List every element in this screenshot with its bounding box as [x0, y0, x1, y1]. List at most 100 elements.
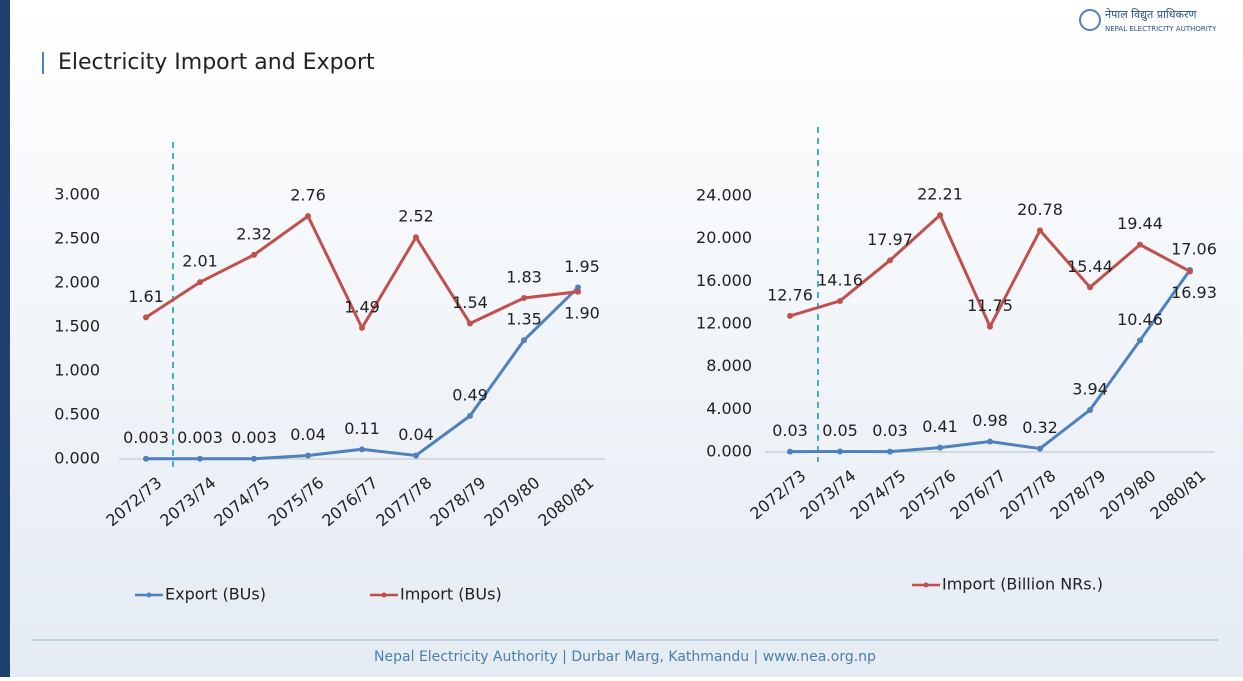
data-label: 11.75 — [967, 296, 1013, 315]
data-label: 17.97 — [867, 230, 913, 249]
data-label: 0.04 — [290, 425, 326, 444]
y-tick-label: 2.000 — [54, 273, 100, 292]
data-label: 2.52 — [398, 207, 434, 226]
data-label: 0.003 — [177, 428, 223, 447]
data-label: 1.61 — [128, 287, 164, 306]
data-point — [1087, 406, 1093, 413]
data-point — [837, 297, 843, 304]
data-point — [413, 452, 419, 459]
data-point — [575, 288, 581, 295]
data-point — [467, 320, 473, 327]
y-tick-label: 24.000 — [696, 186, 752, 205]
y-tick-label: 16.000 — [696, 271, 752, 290]
legend-marker — [923, 582, 929, 588]
data-label: 2.76 — [290, 186, 326, 205]
data-label: 15.44 — [1067, 257, 1113, 276]
data-point — [887, 448, 893, 455]
data-label: 0.04 — [398, 425, 434, 444]
data-point — [1137, 241, 1143, 248]
y-tick-label: 0.000 — [706, 442, 752, 461]
data-label: 1.83 — [506, 267, 542, 286]
data-label: 1.54 — [452, 293, 488, 312]
data-point — [937, 212, 943, 219]
y-tick-label: 0.000 — [54, 449, 100, 468]
data-label: 0.11 — [344, 419, 380, 438]
y-tick-label: 1.000 — [54, 361, 100, 380]
data-label: 3.94 — [1072, 379, 1108, 398]
data-point — [1037, 227, 1043, 234]
data-label: 0.003 — [231, 428, 277, 447]
legend-marker — [381, 592, 387, 598]
data-point — [987, 323, 993, 330]
data-label: 0.03 — [872, 421, 908, 440]
y-tick-label: 1.500 — [54, 317, 100, 336]
data-point — [1137, 337, 1143, 344]
data-point — [1037, 445, 1043, 452]
data-point — [987, 438, 993, 445]
data-point — [143, 455, 149, 462]
logo-icon — [1079, 9, 1101, 31]
data-point — [837, 448, 843, 455]
data-point — [521, 337, 527, 344]
data-point — [1187, 268, 1193, 275]
data-label: 0.03 — [772, 421, 808, 440]
y-tick-label: 12.000 — [696, 314, 752, 333]
data-point — [575, 284, 581, 291]
data-label: 1.35 — [506, 310, 542, 329]
data-label: 2.01 — [182, 252, 218, 271]
data-point — [305, 452, 311, 459]
data-label: 14.16 — [817, 270, 863, 289]
data-point — [413, 234, 419, 241]
y-tick-label: 8.000 — [706, 356, 752, 375]
data-point — [521, 294, 527, 301]
data-label: 19.44 — [1117, 214, 1163, 233]
data-point — [251, 455, 257, 462]
legend-marker — [146, 592, 152, 598]
data-point — [251, 251, 257, 258]
data-point — [467, 412, 473, 419]
data-point — [787, 312, 793, 319]
y-tick-label: 3.000 — [54, 185, 100, 204]
legend-label: Import (Billion NRs.) — [942, 575, 1103, 594]
data-label: 20.78 — [1017, 200, 1063, 219]
y-tick-label: 2.500 — [54, 229, 100, 248]
data-point — [197, 455, 203, 462]
data-point — [937, 444, 943, 451]
data-label: 10.46 — [1117, 310, 1163, 329]
logo-english: NEPAL ELECTRICITY AUTHORITY — [1105, 25, 1217, 33]
legend-label: Import (BUs) — [400, 585, 502, 604]
data-label: 1.49 — [344, 297, 380, 316]
footer-text: Nepal Electricity Authority | Durbar Mar… — [374, 649, 876, 665]
data-point — [305, 213, 311, 220]
data-label: 0.32 — [1022, 418, 1058, 437]
data-label: 1.90 — [564, 303, 600, 322]
data-label: 0.003 — [123, 428, 169, 447]
y-tick-label: 20.000 — [696, 228, 752, 247]
data-label: 0.49 — [452, 385, 488, 404]
data-label: 0.98 — [972, 411, 1008, 430]
data-label: 1.95 — [564, 257, 600, 276]
data-label: 12.76 — [767, 285, 813, 304]
data-label: 17.06 — [1171, 240, 1217, 259]
data-label: 16.93 — [1171, 283, 1217, 302]
legend-label: Export (BUs) — [165, 585, 266, 604]
data-point — [787, 448, 793, 455]
data-point — [887, 257, 893, 264]
y-tick-label: 4.000 — [706, 399, 752, 418]
logo-native: नेपाल विद्युत प्राधिकरण — [1105, 8, 1197, 21]
data-point — [359, 324, 365, 331]
data-point — [197, 279, 203, 286]
data-label: 0.05 — [822, 421, 858, 440]
side-bar — [0, 0, 10, 677]
data-point — [143, 314, 149, 321]
data-point — [359, 446, 365, 453]
title-marker — [42, 52, 44, 74]
data-label: 2.32 — [236, 224, 272, 243]
data-label: 22.21 — [917, 185, 963, 204]
data-point — [1087, 284, 1093, 291]
data-label: 0.41 — [922, 417, 958, 436]
y-tick-label: 0.500 — [54, 405, 100, 424]
